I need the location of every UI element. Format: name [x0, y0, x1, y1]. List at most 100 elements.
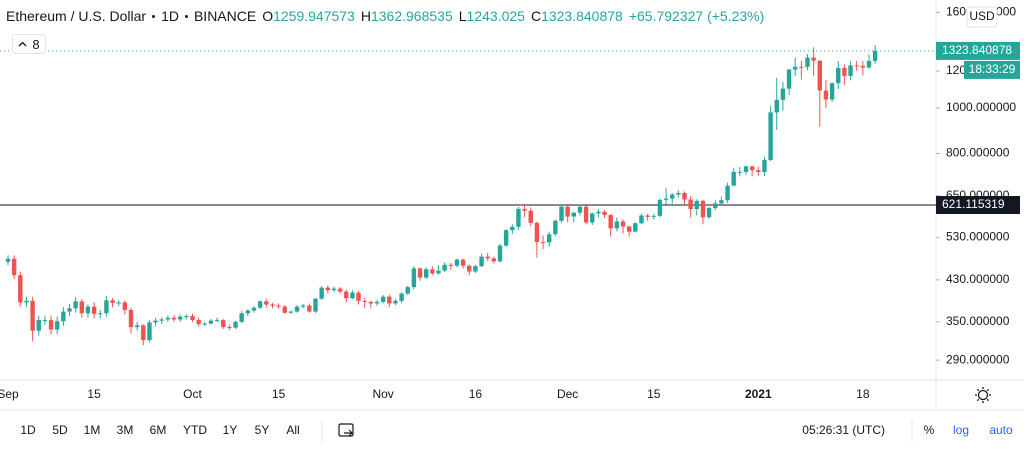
candle-body [116, 302, 121, 304]
candle-body [368, 301, 374, 304]
x-tick-label: 15 [647, 387, 661, 401]
candle-body [73, 301, 78, 309]
candle-body [251, 307, 257, 311]
candle-body [184, 316, 189, 318]
log-toggle[interactable]: log [953, 423, 969, 437]
candle-body [497, 245, 503, 262]
candle-body [540, 241, 546, 243]
candle-body [713, 203, 718, 209]
candle-body [79, 301, 84, 314]
range-button[interactable]: 1Y [223, 423, 238, 437]
settings-icon-ray [986, 388, 990, 392]
candle-body [842, 67, 847, 76]
chart-header: Ethereum / U.S. Dollar 1D BINANCE O 1259.… [6, 8, 764, 24]
candle-body [294, 306, 300, 312]
candle-body [61, 311, 66, 322]
candle-body [596, 211, 601, 214]
x-tick-label: 15 [87, 387, 101, 401]
candle-body [356, 292, 361, 301]
candle-body [393, 300, 398, 304]
settings-icon-ray [976, 388, 980, 392]
range-button[interactable]: 3M [117, 423, 134, 437]
candle-body [633, 223, 638, 232]
candle-body [380, 296, 386, 302]
candle-body [872, 50, 878, 61]
range-button[interactable]: 1D [20, 423, 36, 437]
candle-body [178, 316, 183, 320]
candle-body [196, 320, 201, 325]
hline-label-bg [936, 196, 1020, 215]
candle-body [24, 300, 29, 303]
hline-label: 621.115319 [942, 197, 1005, 211]
last-price-label-bg [936, 41, 1020, 60]
candle-body [257, 301, 263, 308]
currency-button[interactable]: USD [969, 9, 995, 23]
candle-body [30, 300, 35, 331]
candle-body [270, 304, 275, 306]
candle-body [245, 310, 251, 314]
candle-body [190, 316, 195, 321]
y-tick-label: 1000.000000 [946, 100, 1016, 114]
candle-body [762, 159, 767, 173]
ohlc-key: L [458, 8, 467, 24]
candle-body [214, 320, 220, 322]
candle-body [836, 67, 841, 84]
candle-body [276, 305, 281, 307]
range-button[interactable]: 5Y [255, 423, 270, 437]
candle-body [522, 209, 527, 211]
auto-toggle[interactable]: auto [989, 423, 1013, 437]
range-button[interactable]: 5D [52, 423, 68, 437]
candle-body [829, 83, 835, 100]
candle-body [676, 192, 681, 195]
countdown: 18:33:29 [969, 62, 1016, 76]
candle-body [682, 192, 687, 200]
candle-body [202, 323, 207, 325]
settings-icon-ray [986, 398, 990, 402]
candle-body [448, 264, 453, 266]
candle-body [141, 325, 146, 341]
candle-body [737, 171, 743, 173]
candle-body [159, 319, 164, 321]
candle-body [227, 327, 232, 329]
settings-icon[interactable] [977, 389, 989, 401]
candle-body [583, 206, 589, 223]
candle-body [688, 199, 693, 210]
currency-button-bg[interactable] [966, 6, 998, 28]
range-button[interactable]: YTD [183, 423, 207, 437]
percent-toggle[interactable]: % [924, 423, 935, 437]
ohlc-key: O [262, 8, 274, 24]
candle-body [153, 320, 158, 323]
candle-body [805, 57, 810, 67]
range-button[interactable]: All [286, 423, 299, 437]
interval: 1D [161, 8, 179, 24]
candle-body [547, 234, 552, 243]
candle-body [430, 269, 435, 274]
candle-body [11, 258, 17, 276]
candle-body [491, 258, 497, 262]
candle-body [756, 170, 761, 173]
candle-body [503, 230, 509, 246]
candle-body [98, 313, 103, 315]
candle-body [331, 288, 337, 291]
range-button[interactable]: 1M [84, 423, 101, 437]
x-tick-label: Nov [372, 387, 393, 401]
ohlc-value: 1362.968535 [370, 8, 453, 24]
candle-body [165, 317, 171, 320]
candle-body [694, 200, 699, 210]
last-price-label: 1323.840878 [942, 43, 1012, 57]
exchange: BINANCE [193, 8, 257, 24]
date-range-icon-arrow [344, 429, 353, 437]
candle-body [626, 226, 632, 232]
clock: 05:26:31 (UTC) [802, 423, 885, 437]
x-tick-label: Dec [557, 387, 578, 401]
legend-toggle-count: 8 [32, 36, 40, 52]
date-range-icon[interactable] [338, 423, 354, 437]
candle-body [768, 112, 773, 160]
candle-body [854, 65, 859, 67]
x-tick-label: Oct [183, 387, 202, 401]
candle-body [817, 60, 822, 91]
range-button[interactable]: 6M [150, 423, 167, 437]
candle-body [670, 194, 675, 199]
legend-toggle[interactable]: 8 [12, 34, 46, 54]
